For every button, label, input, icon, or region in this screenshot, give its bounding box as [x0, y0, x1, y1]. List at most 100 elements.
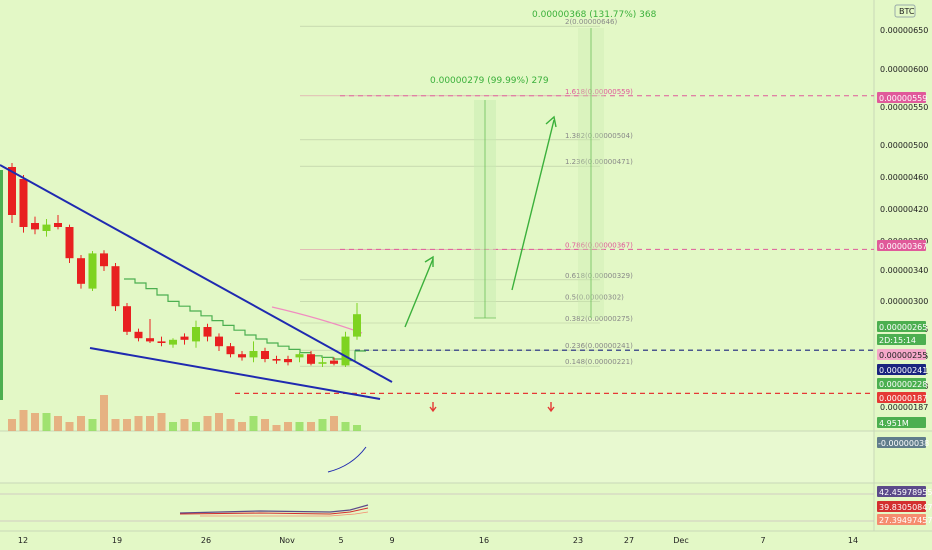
candle-body	[42, 224, 51, 231]
candle-body	[31, 223, 39, 230]
indicator2-value: 39.83050847	[879, 503, 932, 512]
main-pane	[0, 0, 874, 431]
price-axis-area	[874, 0, 932, 550]
volume-bar	[123, 419, 131, 431]
time-tick-label: 12	[18, 536, 28, 545]
price-tick-label: 0.00000420	[880, 205, 928, 214]
volume-bar	[77, 416, 85, 431]
price-tag	[877, 92, 926, 103]
indicator2-line	[179, 507, 369, 515]
price-tag	[877, 378, 926, 389]
fib-level-label: 0.148(0.00000221)	[565, 358, 633, 366]
fib-level-label: 1.382(0.00000504)	[565, 132, 633, 140]
price-tick-label: 0.00000600	[880, 65, 928, 74]
volume-bar	[249, 416, 258, 431]
volume-bar	[111, 419, 120, 431]
arrow-head	[424, 255, 434, 267]
volume-bar	[100, 395, 108, 431]
volume-bar	[8, 419, 16, 431]
fib-level-label: 0.382(0.00000275)	[565, 315, 633, 323]
volume-bar	[215, 413, 223, 431]
volume-bar	[65, 422, 74, 431]
candle-body	[226, 346, 235, 355]
volume-bar	[134, 416, 143, 431]
measure-annotation: 0.00000279 (99.99%) 279	[430, 76, 549, 86]
candle-body	[100, 253, 108, 267]
price-tick-label: 0.00000650	[880, 26, 928, 35]
price-tick-label: 0.00000300	[880, 297, 928, 306]
volume-bar	[318, 419, 327, 431]
indicator2-line	[200, 511, 369, 517]
candle-body	[169, 339, 177, 345]
volume-bar	[192, 422, 200, 431]
indicator2-value: 27.39497457	[879, 516, 932, 525]
price-tag-label: 0.00000241	[879, 366, 927, 375]
indicator-pane-2	[0, 483, 874, 531]
candle-body	[77, 258, 85, 284]
fib-level-label: 1.236(0.00000471)	[565, 158, 633, 166]
indicator1-line	[327, 446, 367, 473]
volume-bar	[226, 419, 235, 431]
fib-level-label: 1.618(0.00000559)	[565, 88, 633, 96]
red-down-arrow	[547, 402, 555, 413]
fib-level-label: 0.5(0.00000302)	[565, 293, 624, 301]
currency-badge	[894, 4, 916, 18]
volume-bar	[31, 413, 39, 431]
price-tag	[877, 349, 926, 360]
price-tag	[877, 321, 926, 332]
fib-level-label: 0.236(0.00000241)	[565, 342, 633, 350]
price-tick-label: 0.00000460	[880, 173, 928, 182]
volume-bar	[19, 410, 28, 431]
candle-body	[203, 327, 212, 337]
time-tick-label: Dec	[673, 536, 688, 545]
candle-body	[146, 338, 154, 342]
time-tick-label: 5	[338, 536, 343, 545]
candle-body	[353, 314, 361, 337]
step-ma-line	[124, 278, 366, 362]
candle-body	[65, 227, 74, 259]
volume-bar	[295, 422, 304, 431]
indicator2-value: 42.45978955	[879, 488, 932, 497]
volume-bar	[146, 416, 154, 431]
indicator1-value: -0.00000038	[878, 439, 929, 448]
candle-body	[134, 331, 143, 339]
candle-body	[284, 359, 292, 363]
projection-arrow	[511, 119, 555, 291]
price-tag	[877, 334, 926, 345]
volume-bar	[203, 416, 212, 431]
volume-bar	[261, 419, 269, 431]
price-tag-label: 0.00000265	[879, 323, 927, 332]
candle-body	[341, 336, 350, 366]
price-tag-label: 2D:15:14	[879, 336, 916, 345]
indicator2-tag	[877, 514, 926, 525]
volume-bar	[169, 422, 177, 431]
price-tag	[877, 417, 926, 428]
fib-level-label: 0.618(0.00000329)	[565, 272, 633, 280]
volume-bar	[180, 419, 189, 431]
time-tick-label: 26	[201, 536, 211, 545]
time-tick-label: 14	[848, 536, 858, 545]
candle-body	[157, 341, 166, 343]
candle-body	[123, 306, 131, 332]
candle-body	[249, 351, 258, 358]
indicator-pane-1	[0, 431, 874, 483]
price-tick-label: 0.00000187	[880, 403, 928, 412]
indicator1-tag	[877, 437, 926, 448]
volume-bar	[284, 422, 292, 431]
candle-body	[88, 253, 97, 289]
price-tick-label: 0.00000340	[880, 266, 928, 275]
volume-bar	[54, 416, 62, 431]
candle-body	[272, 359, 281, 361]
price-tag-label: 0.00000228	[879, 380, 927, 389]
price-tick-label: 0.00000550	[880, 103, 928, 112]
price-tick-label: 0.00000500	[880, 141, 928, 150]
candle-body	[8, 167, 16, 215]
candle-body	[318, 362, 327, 364]
volume-bar	[42, 413, 51, 431]
price-tag-label: 0.00000255	[879, 351, 927, 360]
price-tag	[877, 240, 926, 251]
volume-bar	[341, 422, 350, 431]
indicator2-tag	[877, 501, 926, 512]
